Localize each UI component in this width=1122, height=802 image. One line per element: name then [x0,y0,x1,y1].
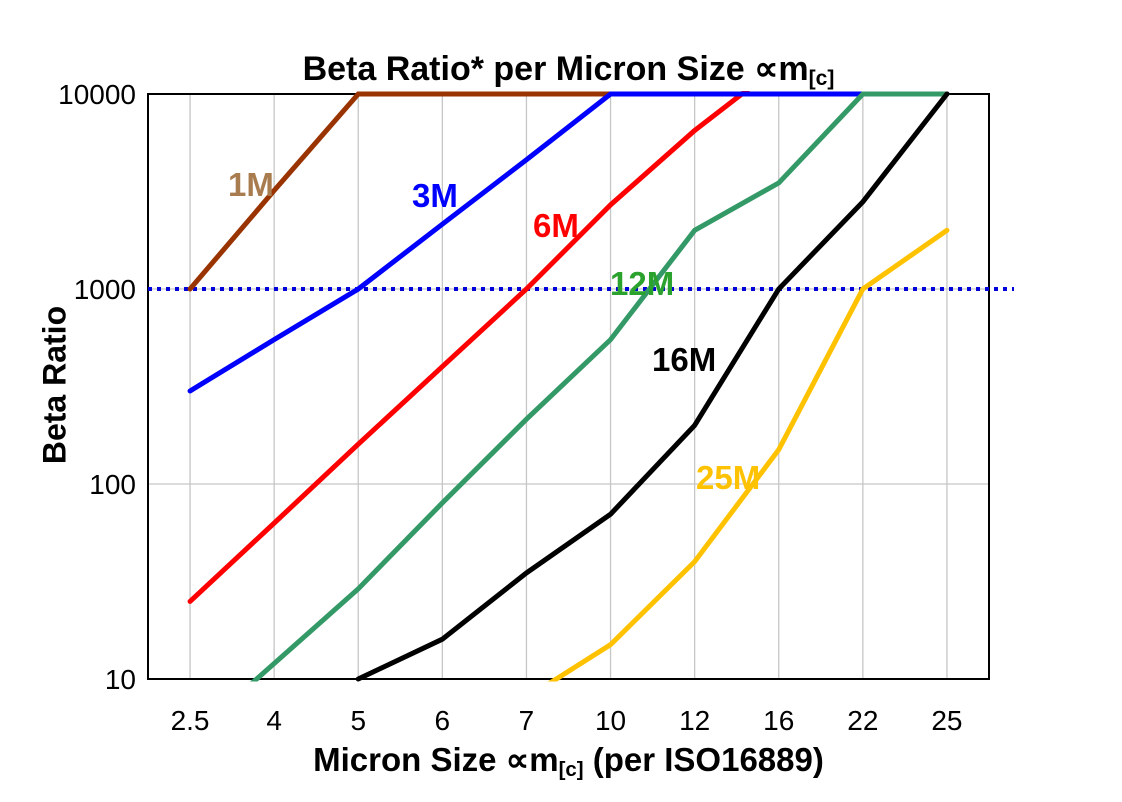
series-label-16M: 16M [652,341,716,378]
x-axis-title-post: (per ISO16889) [583,741,824,778]
x-tick-label-5: 5 [350,705,366,736]
x-tick-label-25: 25 [931,705,962,736]
series-line-16M [355,91,950,682]
series-label-1M: 1M [228,166,274,203]
chart-title-main: Beta Ratio* per Micron Size ∝m [302,50,809,88]
x-axis-title-subscript: [c] [558,757,584,781]
series-label-12M: 12M [610,265,674,302]
x-tick-label-12: 12 [679,705,710,736]
y-tick-label-100: 100 [89,469,136,500]
x-tick-label-6: 6 [435,705,451,736]
series-line-25M [547,227,950,682]
series-line-3M [187,91,950,394]
x-axis-title-main: Micron Size ∝m [313,741,559,778]
x-tick-label-7: 7 [519,705,535,736]
x-tick-label-2.5: 2.5 [171,705,210,736]
chart-title: Beta Ratio* per Micron Size ∝m[c] [148,49,989,91]
x-tick-label-4: 4 [266,705,282,736]
series-line-12M [250,91,950,682]
x-axis-title: Micron Size ∝m[c] (per ISO16889) [148,740,989,781]
series-label-25M: 25M [696,459,760,496]
series-label-6M: 6M [533,207,579,244]
y-tick-label-10000: 10000 [58,79,136,110]
series-label-3M: 3M [412,177,458,214]
y-tick-label-1000: 1000 [74,274,136,305]
series-line-6M [187,91,750,604]
chart-title-subscript: [c] [808,67,835,91]
x-tick-label-10: 10 [595,705,626,736]
y-tick-label-10: 10 [105,664,136,695]
x-tick-label-16: 16 [763,705,794,736]
y-axis-title: Beta Ratio [36,305,73,465]
x-tick-label-22: 22 [847,705,878,736]
